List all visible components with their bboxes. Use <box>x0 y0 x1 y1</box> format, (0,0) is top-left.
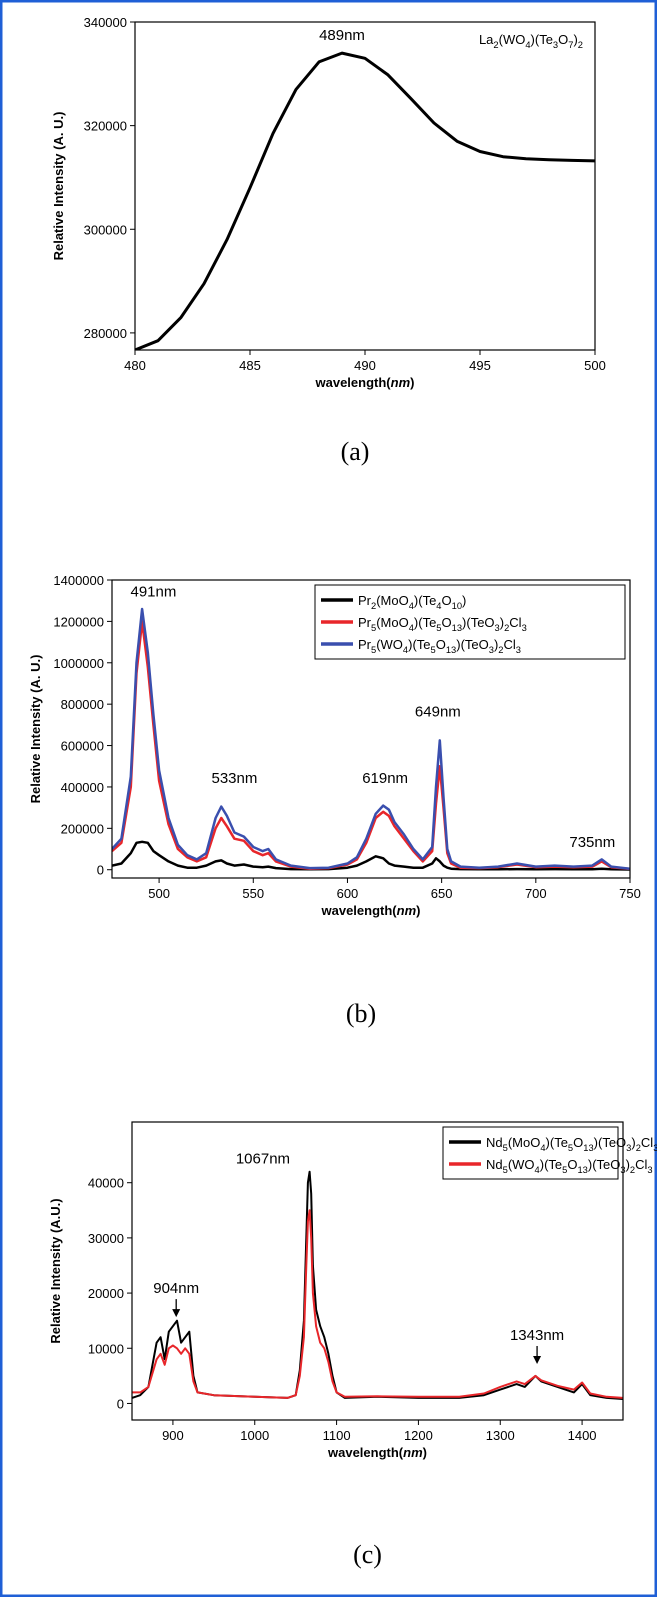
x-tick-label: 900 <box>162 1428 184 1443</box>
x-tick-label: 600 <box>337 886 359 901</box>
x-tick-label: 480 <box>124 358 146 373</box>
legend-box <box>442 1126 619 1180</box>
y-axis-label: Relative Intensity (A.U.) <box>48 1198 63 1343</box>
x-tick-label: 1300 <box>486 1428 515 1443</box>
y-tick-label: 1000000 <box>53 656 104 671</box>
y-tick-label: 300000 <box>84 222 127 237</box>
x-tick-label: 700 <box>525 886 547 901</box>
y-tick-label: 40000 <box>88 1176 124 1191</box>
plot-frame <box>111 579 631 879</box>
annotation: 489nm <box>319 27 365 44</box>
caption: (c) <box>353 1540 382 1569</box>
y-tick-label: 340000 <box>84 15 127 30</box>
x-axis-label: wavelength(nm) <box>327 1445 427 1460</box>
plot-frame <box>131 1121 624 1421</box>
arrow-head <box>533 1355 542 1364</box>
y-tick-label: 1200000 <box>53 614 104 629</box>
y-tick-label: 320000 <box>84 119 127 134</box>
series-line <box>132 1209 623 1399</box>
x-tick-label: 500 <box>148 886 170 901</box>
legend-label: Pr5​(MoO4​)(Te5​O13​)(TeO3​)2​Cl3​ <box>358 615 527 633</box>
legend-box <box>314 584 626 660</box>
y-tick-label: 0 <box>97 863 104 878</box>
y-tick-label: 200000 <box>61 821 104 836</box>
x-tick-label: 490 <box>354 358 376 373</box>
annotation: 619nm <box>362 770 408 787</box>
y-tick-label: 0 <box>117 1396 124 1411</box>
y-tick-label: 800000 <box>61 697 104 712</box>
arrow-head <box>172 1309 181 1318</box>
x-tick-label: 1100 <box>323 1428 351 1443</box>
x-axis-label: wavelength(nm) <box>321 903 421 918</box>
y-tick-label: 10000 <box>88 1341 124 1356</box>
y-axis-label: Relative Intensity (A. U.) <box>28 655 43 804</box>
x-tick-label: 650 <box>431 886 453 901</box>
y-axis-label: Relative Intensity (A. U.) <box>51 112 66 261</box>
legend-label: Nd5​(MoO4​)(Te5​O13​)(TeO3​)2​Cl3​ <box>486 1135 657 1153</box>
series-line <box>132 1170 623 1400</box>
y-tick-label: 1400000 <box>53 573 104 588</box>
y-tick-label: 30000 <box>88 1231 124 1246</box>
x-tick-label: 750 <box>619 886 641 901</box>
caption: (b) <box>346 999 376 1028</box>
legend-label: Pr5​(WO4​)(Te5​O13​)(TeO3​)2​Cl3​ <box>358 637 521 655</box>
annotation: 533nm <box>211 770 257 787</box>
legend-label: Pr2​(MoO4​)(Te4​O10​) <box>358 593 466 611</box>
annotation: 1067nm <box>236 1150 290 1167</box>
y-tick-label: 280000 <box>84 326 127 341</box>
x-tick-label: 500 <box>584 358 606 373</box>
y-tick-label: 600000 <box>61 739 104 754</box>
caption: (a) <box>341 437 370 466</box>
series-line <box>135 51 595 350</box>
series-line <box>112 840 630 871</box>
legend-label: La2​(WO4​)(Te3​O7​)2​ <box>479 32 583 50</box>
annotation: 904nm <box>153 1280 199 1297</box>
y-tick-label: 400000 <box>61 780 104 795</box>
annotation: 491nm <box>131 584 177 601</box>
x-tick-label: 1000 <box>240 1428 269 1443</box>
x-tick-label: 485 <box>239 358 261 373</box>
x-tick-label: 495 <box>469 358 491 373</box>
x-axis-label: wavelength(nm) <box>315 375 415 390</box>
x-tick-label: 550 <box>242 886 264 901</box>
series-line <box>112 607 630 870</box>
x-tick-label: 1400 <box>568 1428 597 1443</box>
legend-label: Nd5​(WO4​)(Te5​O13​)(TeO3​)2​Cl3​ <box>486 1157 653 1175</box>
x-tick-label: 1200 <box>404 1428 433 1443</box>
annotation: 735nm <box>569 834 615 851</box>
plot-frame <box>134 21 596 351</box>
y-tick-label: 20000 <box>88 1286 124 1301</box>
annotation: 1343nm <box>510 1327 564 1344</box>
annotation: 649nm <box>415 704 461 721</box>
